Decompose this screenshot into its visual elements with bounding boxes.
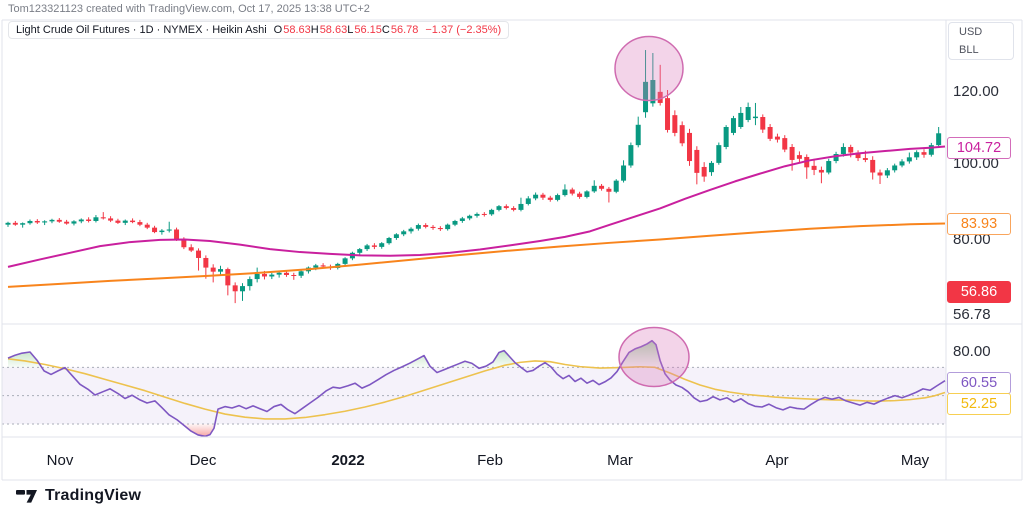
price-scale-label: 120.00 [953,83,999,100]
tradingview-logo-text: TradingView [45,487,142,504]
price-scale-label: 80.00 [953,343,991,360]
time-axis-label-feb: Feb [477,452,503,469]
ma-slow-line[interactable] [7,222,946,288]
price-tag-label: 104.72 [947,136,1011,159]
candlestick-series[interactable] [5,50,942,304]
tradingview-logo-icon [16,490,37,503]
currency-button[interactable]: USD [959,26,983,38]
rsi-overbought-fill [8,340,663,368]
time-axis-label-nov: Nov [46,452,74,469]
price-tag-label: 83.93 [947,212,1011,235]
unit-button[interactable]: BLL [959,44,979,56]
tradingview-logo[interactable]: TradingView [16,487,141,505]
symbol-legend[interactable]: Light Crude Oil Futures · 1D · NYMEX · H… [8,21,510,39]
currency-unit-switcher: USD BLL [948,22,1014,60]
ohlc-l: L 56.15 [347,24,382,36]
rsi-line[interactable] [7,339,946,438]
ma-fast-line[interactable] [7,145,946,268]
rsi-oversold-fill [8,424,945,437]
price-scale-label: 56.78 [953,306,991,323]
ohlc-h: H 58.63 [310,24,348,36]
symbol-title: Light Crude Oil Futures · 1D · NYMEX · H… [16,24,267,36]
ohlc-c: C 56.78 [381,24,419,36]
price-tag-label: 52.25 [947,392,1011,415]
price-tag-label: 60.55 [947,371,1011,394]
price-tag-label: 56.86 [947,280,1011,303]
ohlc-o: O 58.63 [273,24,311,36]
ellipse-annotation-main[interactable] [614,35,684,102]
time-axis-label-2022: 2022 [331,452,365,469]
time-axis-label-mar: Mar [607,452,633,469]
time-axis-label-apr: Apr [765,452,789,469]
price-scale-label: 100.00 [953,155,999,172]
time-axis-label-dec: Dec [189,452,217,469]
time-axis-label-may: May [900,452,930,469]
change-value: −1.37 (−2.35%) [425,24,502,36]
ohlc-values: O 58.63 H 58.63 L 56.15 C 56.78 [274,24,419,36]
ellipse-annotation-rsi[interactable] [618,326,690,388]
price-scale-label: 80.00 [953,231,991,248]
attribution-text: Tom123321123 created with TradingView.co… [8,3,370,15]
